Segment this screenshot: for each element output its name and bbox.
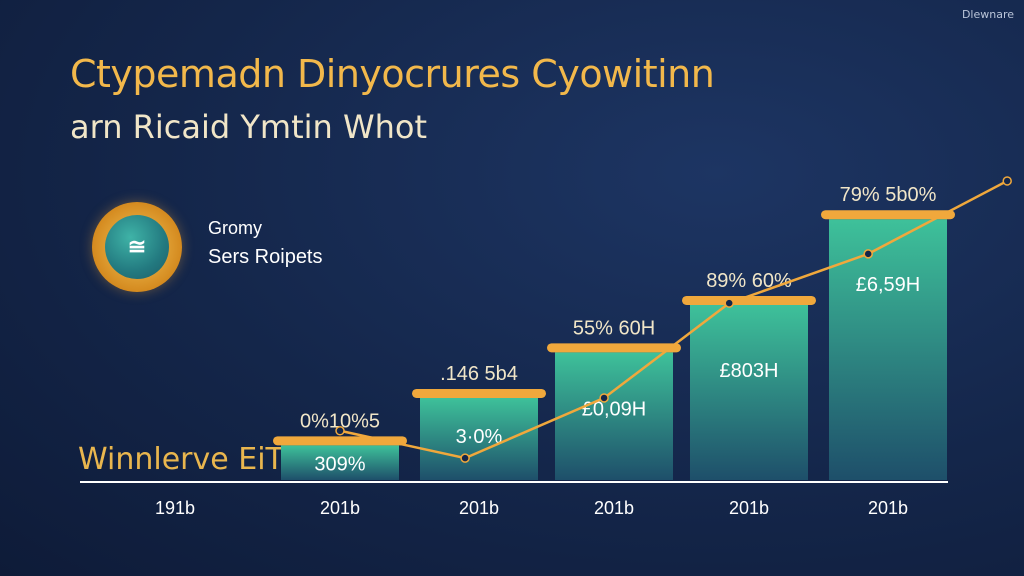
trend-point [1002, 176, 1012, 186]
trend-point [724, 298, 734, 308]
bar [555, 352, 673, 480]
bar-value-label: 3·0% [456, 426, 503, 448]
bar-value-label: £6,59H [856, 274, 921, 296]
chart-subtitle: arn Ricaid Ymtin Whot [70, 108, 428, 146]
bar-cap [682, 295, 816, 305]
bar-value-label: £803H [720, 360, 779, 382]
trend-point [599, 393, 609, 403]
cap-label: 0%10%5 [300, 410, 380, 432]
x-tick-label: 201b [594, 498, 634, 518]
bar-value-label: 309% [314, 454, 365, 476]
trend-line [339, 179, 1008, 460]
trend-point [460, 453, 470, 463]
bar [420, 397, 538, 480]
bar-value-label: £0,09H [582, 398, 647, 420]
bar [281, 445, 399, 480]
cap-label: 79% 5b0% [840, 184, 937, 206]
bar-cap [547, 343, 681, 353]
x-tick-label: 191b [155, 498, 195, 518]
cap-label: .146 5b4 [440, 363, 518, 385]
chart-badge-icon: ≅ [92, 202, 182, 292]
cap-label: 89% 60% [706, 270, 792, 292]
trend-point [335, 426, 345, 436]
x-tick-label: 201b [729, 498, 769, 518]
badge-inner: ≅ [105, 215, 169, 279]
bar-cap [412, 388, 546, 398]
trend-point [863, 249, 873, 259]
x-tick-label: 201b [868, 498, 908, 518]
chart-title: Ctypemadn Dinyocrures Cyowitinn [70, 52, 715, 96]
bar [829, 219, 947, 480]
cap-label: 55% 60H [573, 317, 655, 339]
legend-label-secondary: Sers Roipets [208, 246, 323, 268]
bar [690, 304, 808, 480]
x-tick-label: 201b [459, 498, 499, 518]
bar-cap [821, 210, 955, 220]
side-label: Winnlerve EiT [78, 442, 284, 477]
x-tick-label: 201b [320, 498, 360, 518]
watermark: Dlewnare [961, 8, 1014, 21]
legend-label-primary: Gromy [208, 218, 262, 238]
